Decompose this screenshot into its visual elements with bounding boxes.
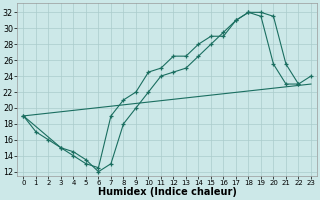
X-axis label: Humidex (Indice chaleur): Humidex (Indice chaleur) — [98, 187, 237, 197]
